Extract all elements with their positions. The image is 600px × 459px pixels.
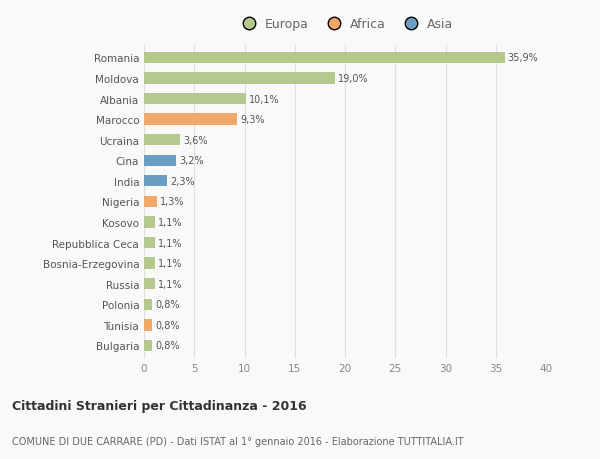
Bar <box>144 258 155 269</box>
Bar <box>144 114 238 125</box>
Legend: Europa, Africa, Asia: Europa, Africa, Asia <box>234 16 456 34</box>
Bar <box>144 155 176 167</box>
Text: 1,1%: 1,1% <box>158 258 182 269</box>
Text: Cittadini Stranieri per Cittadinanza - 2016: Cittadini Stranieri per Cittadinanza - 2… <box>12 399 307 412</box>
Text: 1,1%: 1,1% <box>158 218 182 228</box>
Text: 19,0%: 19,0% <box>338 74 368 84</box>
Bar <box>144 340 152 351</box>
Bar <box>144 279 155 290</box>
Text: 35,9%: 35,9% <box>508 53 539 63</box>
Bar <box>144 319 152 331</box>
Bar <box>144 94 245 105</box>
Bar <box>144 134 180 146</box>
Text: 9,3%: 9,3% <box>241 115 265 125</box>
Text: 1,1%: 1,1% <box>158 279 182 289</box>
Bar <box>144 53 505 64</box>
Text: 10,1%: 10,1% <box>248 94 279 104</box>
Bar <box>144 237 155 249</box>
Text: 1,1%: 1,1% <box>158 238 182 248</box>
Text: 3,2%: 3,2% <box>179 156 204 166</box>
Bar <box>144 73 335 84</box>
Text: 0,8%: 0,8% <box>155 341 179 351</box>
Bar <box>144 217 155 228</box>
Text: 0,8%: 0,8% <box>155 320 179 330</box>
Bar <box>144 196 157 207</box>
Bar <box>144 176 167 187</box>
Text: 1,3%: 1,3% <box>160 197 185 207</box>
Text: COMUNE DI DUE CARRARE (PD) - Dati ISTAT al 1° gennaio 2016 - Elaborazione TUTTIT: COMUNE DI DUE CARRARE (PD) - Dati ISTAT … <box>12 436 464 446</box>
Text: 0,8%: 0,8% <box>155 300 179 310</box>
Text: 3,6%: 3,6% <box>183 135 208 146</box>
Bar <box>144 299 152 310</box>
Text: 2,3%: 2,3% <box>170 176 195 186</box>
